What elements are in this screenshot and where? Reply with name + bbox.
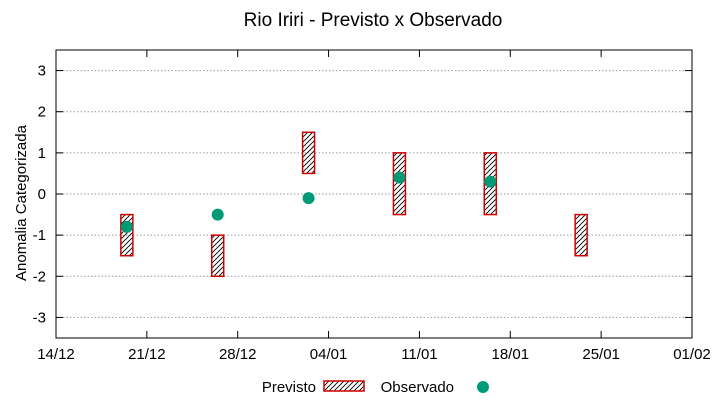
previsto-box: [210, 234, 225, 278]
y-tick-label: -3: [33, 309, 46, 326]
x-tick-label: 11/01: [401, 346, 437, 363]
x-tick-label: 18/01: [492, 346, 530, 363]
grid-lines: [56, 70, 692, 318]
legend-label-previsto: Previsto: [262, 379, 316, 396]
previsto-box: [574, 213, 588, 257]
observado-point: [484, 175, 497, 188]
y-tick-label: 3: [38, 63, 46, 80]
x-tick-label: 28/12: [219, 346, 257, 363]
y-tick-label: -1: [33, 227, 46, 244]
legend-swatch-observado: [477, 381, 489, 393]
y-tick-label: 1: [38, 145, 46, 162]
x-tick-labels: 14/12 21/12 28/12 04/01 11/01 18/01 25/01 01/02: [37, 346, 711, 363]
previsto-box: [120, 213, 134, 257]
plot-frame: [55, 49, 693, 339]
observado-point: [302, 192, 315, 205]
x-tick-label: 14/12: [37, 346, 75, 363]
y-axis-label: Anomalia Categorizada: [13, 124, 30, 281]
legend-swatch-previsto: [323, 380, 365, 392]
y-tick-labels: -3 -2 -1 0 1 2 3: [33, 63, 46, 327]
previsto-box: [301, 131, 316, 175]
x-tick-label: 25/01: [582, 346, 620, 363]
legend: Previsto Observado: [262, 379, 489, 396]
observado-point: [393, 171, 406, 184]
legend-label-observado: Observado: [381, 379, 454, 396]
x-tick-label: 04/01: [310, 346, 348, 363]
x-tick-label: 01/02: [673, 346, 711, 363]
chart-title: Rio Iriri - Previsto x Observado: [244, 10, 503, 31]
y-tick-label: -2: [33, 268, 46, 285]
previsto-box: [392, 152, 407, 216]
observado-series: [120, 171, 497, 233]
y-tick-label: 0: [38, 186, 46, 203]
previsto-series: [120, 131, 588, 278]
y-tick-label: 2: [38, 104, 46, 121]
observado-point: [120, 220, 133, 233]
observado-point: [211, 208, 224, 221]
x-tick-label: 21/12: [128, 346, 166, 363]
